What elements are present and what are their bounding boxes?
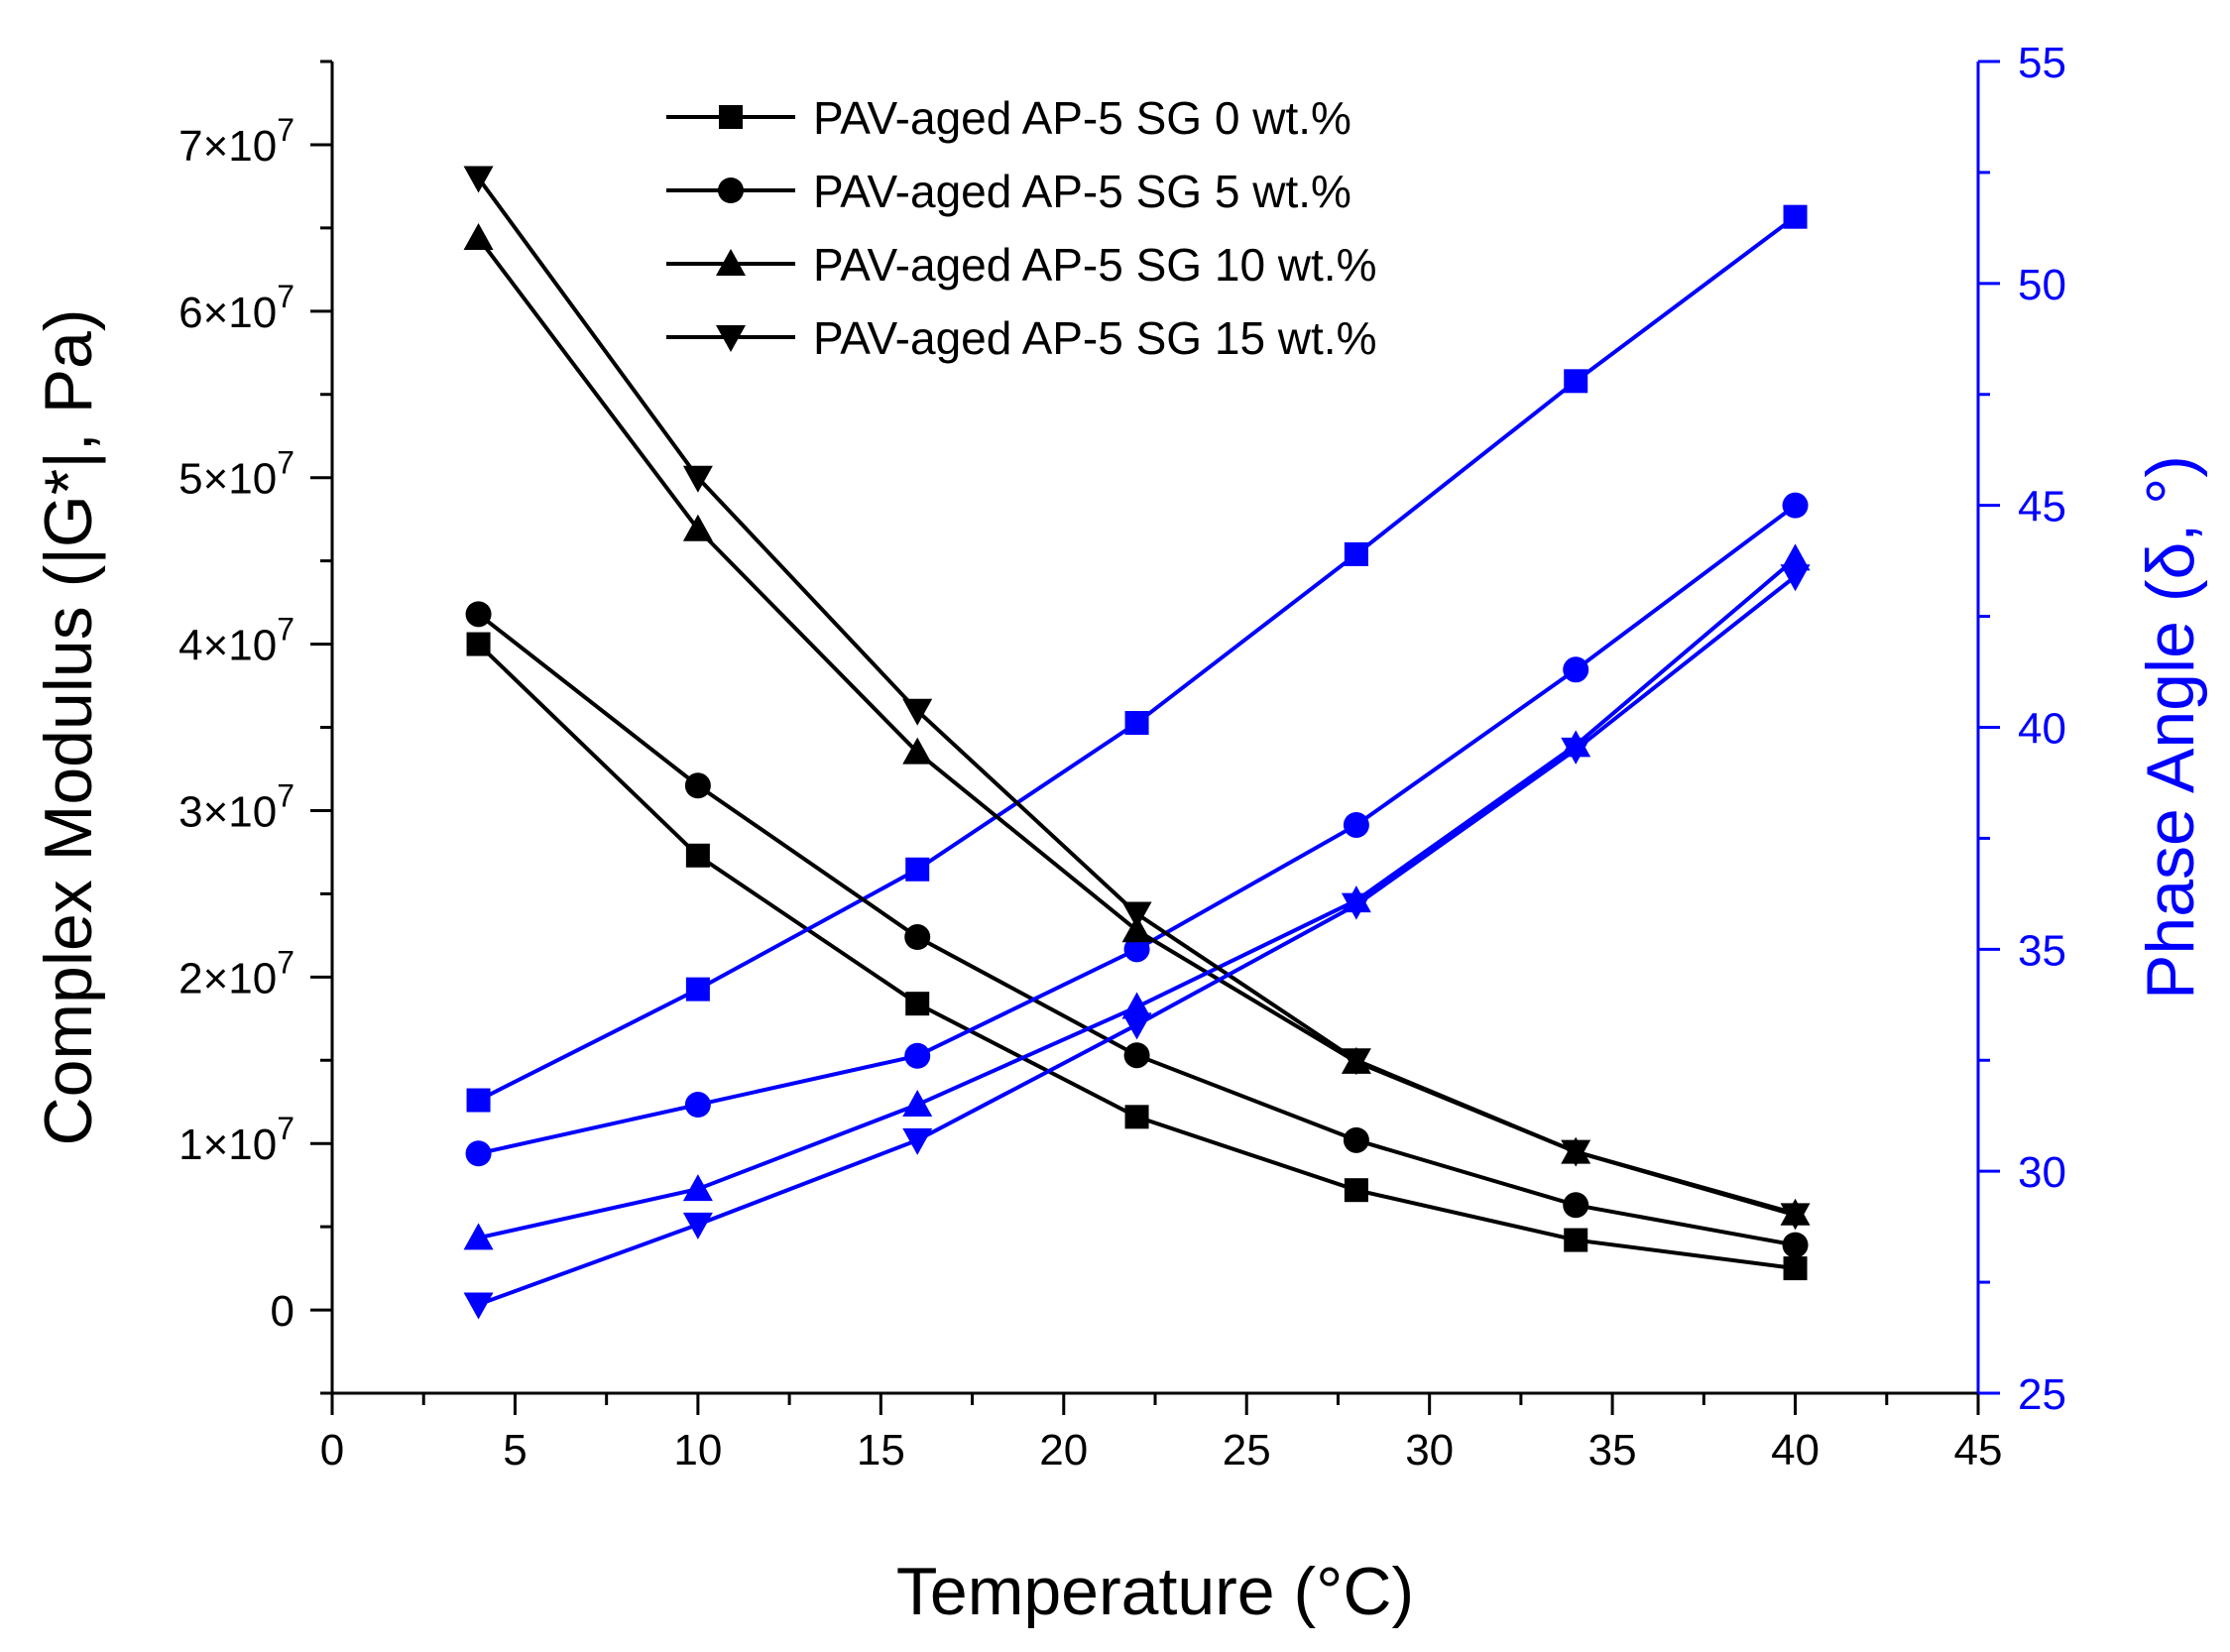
y-tick-label: 2×107	[178, 944, 294, 1003]
y2-tick-label: 25	[2018, 1370, 2066, 1419]
legend-marker	[718, 177, 744, 203]
data-point	[1563, 1192, 1589, 1219]
data-point	[1782, 1232, 1809, 1258]
y-tick-label: 6×107	[178, 279, 294, 337]
data-point	[682, 1174, 713, 1202]
legend-marker	[716, 325, 746, 352]
data-point	[1341, 892, 1371, 920]
data-point	[904, 1042, 931, 1069]
x-tick-label: 40	[1771, 1426, 1819, 1475]
legend-label: PAV-aged AP-5 SG 15 wt.%	[813, 312, 1377, 364]
data-point	[682, 1212, 713, 1239]
legend-marker	[716, 249, 746, 276]
legend-item: PAV-aged AP-5 SG 0 wt.%	[666, 92, 1351, 144]
data-point	[1121, 901, 1152, 929]
y-tick-label: 7×107	[178, 112, 294, 171]
series-modulus-0	[466, 632, 1808, 1281]
y2-tick-label: 35	[2018, 926, 2066, 975]
series-modulus-1	[465, 601, 1809, 1258]
data-point	[465, 1140, 492, 1167]
x-tick-label: 10	[673, 1426, 722, 1475]
data-point	[1344, 541, 1368, 566]
data-point	[902, 1127, 933, 1155]
data-point	[902, 737, 933, 765]
data-point	[684, 1092, 711, 1119]
y2-axis-title: Phase Angle (δ, °)	[2133, 455, 2208, 1000]
data-point	[682, 514, 713, 541]
data-point	[1124, 711, 1149, 736]
x-tick-label: 20	[1039, 1426, 1088, 1475]
data-point	[1561, 1139, 1591, 1167]
data-point	[1343, 1126, 1369, 1153]
data-point	[466, 632, 491, 656]
legend-marker	[719, 105, 743, 129]
data-point	[682, 465, 713, 493]
data-point	[1564, 369, 1588, 394]
data-point	[684, 772, 711, 799]
data-point	[902, 1090, 933, 1118]
x-tick-label: 45	[1954, 1426, 2003, 1475]
y-tick-label: 3×107	[178, 777, 294, 836]
data-point	[463, 166, 494, 193]
series-modulus-3	[463, 166, 1811, 1231]
y2-tick-label: 30	[2018, 1148, 2066, 1197]
data-point	[685, 843, 710, 868]
data-point	[1123, 1042, 1150, 1069]
x-tick-label: 35	[1588, 1426, 1637, 1475]
data-point	[1343, 811, 1369, 838]
data-point	[1783, 204, 1808, 229]
data-point	[1124, 1105, 1149, 1129]
legend-item: PAV-aged AP-5 SG 10 wt.%	[666, 239, 1377, 291]
x-tick-label: 25	[1223, 1426, 1271, 1475]
y-tick-label: 4×107	[178, 612, 294, 670]
data-point	[463, 222, 494, 250]
data-point	[1780, 543, 1811, 571]
y-axis-title: Complex Modulus (|G*|, Pa)	[31, 308, 106, 1145]
data-point	[1780, 1203, 1811, 1231]
series-phase-3	[463, 564, 1811, 1320]
series-phase-1	[465, 492, 1809, 1167]
data-point	[1121, 1012, 1152, 1040]
data-point	[1344, 1178, 1368, 1203]
y2-tick-label: 55	[2018, 39, 2066, 87]
x-axis-title: Temperature (°C)	[896, 1554, 1414, 1629]
x-tick-label: 0	[320, 1426, 344, 1475]
y-tick-label: 0	[271, 1287, 294, 1336]
data-point	[1123, 936, 1150, 963]
x-tick-label: 15	[857, 1426, 905, 1475]
data-point	[905, 857, 930, 882]
data-point	[902, 698, 933, 726]
y-tick-label: 5×107	[178, 445, 294, 504]
data-point	[1782, 492, 1809, 519]
y2-tick-label: 40	[2018, 705, 2066, 754]
series-phase-0	[466, 204, 1808, 1113]
x-tick-label: 30	[1405, 1426, 1454, 1475]
legend-item: PAV-aged AP-5 SG 5 wt.%	[666, 166, 1351, 217]
data-point	[463, 1292, 494, 1320]
data-point	[1780, 564, 1811, 592]
data-point	[905, 992, 930, 1016]
data-point	[465, 601, 492, 628]
legend-label: PAV-aged AP-5 SG 5 wt.%	[813, 166, 1351, 217]
data-point	[1563, 656, 1589, 683]
y2-tick-label: 50	[2018, 261, 2066, 309]
data-point	[1783, 1256, 1808, 1281]
data-point	[1121, 915, 1152, 943]
data-point	[1561, 737, 1591, 765]
data-point	[1564, 1228, 1588, 1252]
y-tick-label: 1×107	[178, 1111, 294, 1169]
data-point	[463, 1223, 494, 1250]
data-point	[904, 924, 931, 951]
data-point	[685, 977, 710, 1002]
data-point	[466, 1088, 491, 1113]
legend-label: PAV-aged AP-5 SG 10 wt.%	[813, 239, 1377, 291]
data-point	[1121, 992, 1152, 1019]
x-tick-label: 5	[503, 1426, 527, 1475]
data-point	[1341, 1048, 1371, 1076]
legend-label: PAV-aged AP-5 SG 0 wt.%	[813, 92, 1351, 144]
legend-item: PAV-aged AP-5 SG 15 wt.%	[666, 312, 1377, 364]
y2-tick-label: 45	[2018, 483, 2066, 531]
